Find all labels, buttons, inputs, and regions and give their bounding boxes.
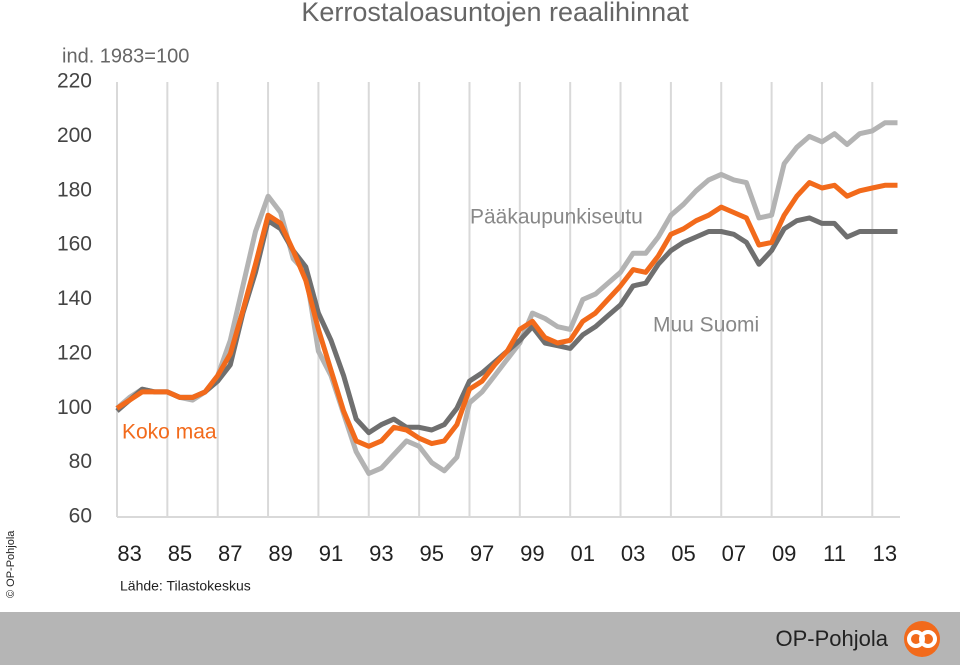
y-tick-label: 160 (57, 233, 92, 256)
x-tick-label: 85 (168, 541, 192, 566)
footer-bar (0, 612, 960, 665)
source: Lähde: Tilastokeskus (120, 578, 251, 594)
x-tick-label: 97 (470, 541, 494, 566)
y-tick-label: 120 (57, 341, 92, 364)
x-tick-label: 13 (873, 541, 897, 566)
y-tick-label: 200 (57, 124, 92, 147)
series-line (115, 180, 898, 449)
y-tick-label: 100 (57, 396, 92, 419)
series-label: Muu Suomi (653, 314, 759, 337)
x-tick-label: 11 (823, 541, 846, 566)
y-tick-label: 80 (69, 450, 92, 473)
x-tick-label: 01 (571, 541, 595, 566)
y-tick-label: 60 (69, 505, 92, 528)
copyright: © OP-Pohjola (5, 530, 17, 598)
subtitle: ind. 1983=100 (62, 45, 189, 67)
y-tick-label: 220 (57, 70, 92, 93)
x-tick-label: 95 (419, 541, 443, 566)
x-tick-label: 91 (319, 541, 343, 566)
series-label: Koko maa (122, 421, 217, 444)
x-tick-label: 07 (722, 541, 746, 566)
series-label: Pääkaupunkiseutu (470, 206, 643, 229)
series-line (115, 120, 898, 476)
x-tick-label: 09 (772, 541, 796, 566)
logo (904, 621, 940, 657)
y-tick-label: 140 (57, 287, 92, 310)
x-tick-label: 05 (671, 541, 695, 566)
chart-title: Kerrostaloasuntojen reaalihinnat (301, 0, 689, 27)
x-tick-label: 03 (621, 541, 645, 566)
x-tick-label: 83 (117, 541, 141, 566)
x-tick-label: 99 (520, 541, 544, 566)
brand: OP-Pohjola (775, 626, 888, 651)
x-tick-label: 89 (268, 541, 292, 566)
x-tick-label: 87 (218, 541, 242, 566)
x-tick-label: 93 (369, 541, 393, 566)
y-tick-label: 180 (57, 178, 92, 201)
